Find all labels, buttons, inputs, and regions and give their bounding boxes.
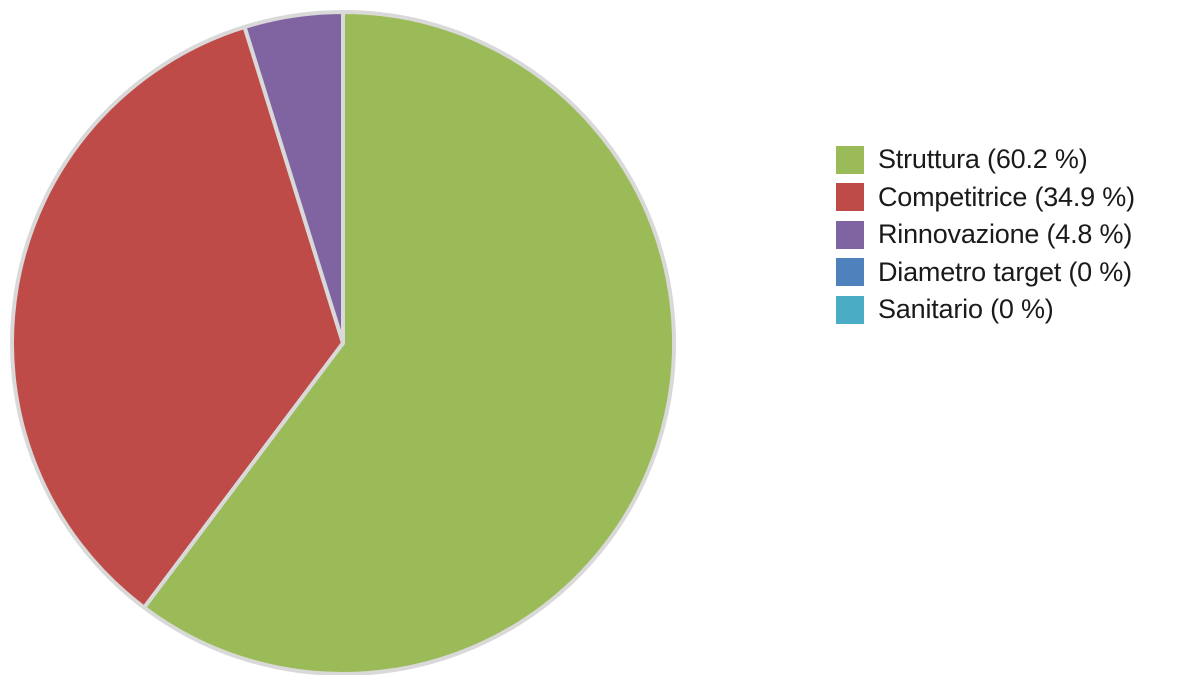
legend-item-diametro-target: Diametro target (0 %) — [836, 254, 1186, 292]
legend-item-sanitario: Sanitario (0 %) — [836, 291, 1186, 329]
legend-label-diametro-target: Diametro target (0 %) — [878, 256, 1132, 287]
legend: Struttura (60.2 %) Competitrice (34.9 %)… — [836, 141, 1186, 329]
legend-swatch-struttura — [836, 145, 864, 174]
legend-item-rinnovazione: Rinnovazione (4.8 %) — [836, 216, 1186, 254]
legend-label-sanitario: Sanitario (0 %) — [878, 294, 1054, 325]
pie-plot-area — [10, 10, 676, 675]
pie-slice-rinnovazione — [242, 10, 345, 345]
legend-item-struttura: Struttura (60.2 %) — [836, 141, 1186, 179]
legend-label-struttura: Struttura (60.2 %) — [878, 144, 1088, 175]
legend-label-competitrice: Competitrice (34.9 %) — [878, 181, 1135, 212]
legend-item-competitrice: Competitrice (34.9 %) — [836, 179, 1186, 217]
legend-swatch-competitrice — [836, 183, 864, 212]
pie-slice-competitrice — [10, 24, 345, 610]
legend-swatch-diametro-target — [836, 258, 864, 287]
pie-slice-struttura — [142, 10, 676, 675]
legend-label-rinnovazione: Rinnovazione (4.8 %) — [878, 219, 1133, 250]
legend-swatch-sanitario — [836, 295, 864, 324]
legend-swatch-rinnovazione — [836, 220, 864, 249]
